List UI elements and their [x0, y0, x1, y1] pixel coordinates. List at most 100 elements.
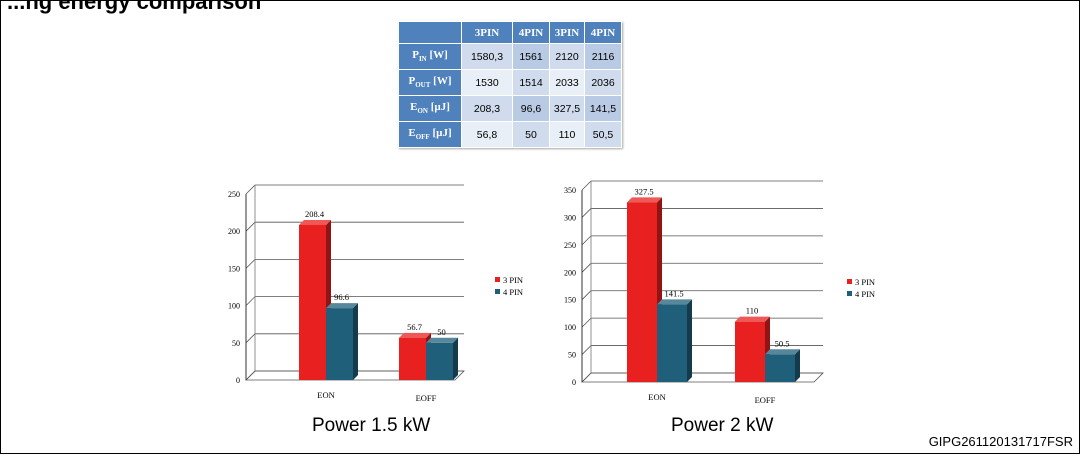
- x-category-label: EOFF: [416, 393, 437, 403]
- bar-side: [795, 349, 800, 382]
- legend-label: 3 PIN: [503, 275, 523, 285]
- table-header-row: 3PIN 4PIN 3PIN 4PIN: [398, 21, 622, 44]
- table-row: POUT [W] 1530 1514 2033 2036: [398, 69, 622, 96]
- page-title: ...ng energy comparison: [7, 0, 262, 14]
- table-corner-cell: [398, 21, 462, 44]
- table-row: EOFF [µJ] 56,8 50 110 50,5: [398, 121, 622, 148]
- gridline-side: [581, 317, 592, 328]
- y-tick-label: 300: [564, 213, 576, 222]
- bar-top: [735, 316, 770, 322]
- table-cell: 2116: [584, 43, 622, 70]
- gridline-side: [245, 184, 256, 195]
- table-row: EON [µJ] 208,3 96,6 327,5 141,5: [398, 95, 622, 122]
- bar: [627, 202, 657, 382]
- y-tick-label: 250: [564, 241, 576, 250]
- bar-top: [399, 332, 431, 338]
- bar-side: [687, 299, 692, 382]
- table-cell: 2036: [584, 69, 622, 96]
- gridline-side: [581, 290, 592, 300]
- bar-side: [353, 303, 358, 380]
- y-tick-label: 0: [572, 378, 576, 387]
- bar: [326, 308, 353, 380]
- y-tick-label: 200: [228, 227, 240, 236]
- gridline-side: [245, 259, 256, 269]
- legend-label: 3 PIN: [855, 277, 875, 287]
- data-label: 56.7: [407, 322, 422, 332]
- y-tick-label: 100: [564, 323, 576, 332]
- table-cell: 50,5: [584, 121, 622, 148]
- data-label: 110: [746, 306, 758, 316]
- gridline-side: [581, 208, 592, 218]
- bar-top: [326, 303, 358, 309]
- data-label: 327.5: [634, 186, 653, 196]
- legend-swatch: [847, 291, 852, 296]
- bar-chart-1: 0 50 100 150 200 250 208.4 96.6 EON 56.7 50 EOFF 3 P…: [228, 184, 523, 403]
- table-cell: 1530: [461, 69, 513, 96]
- bar-top: [299, 219, 331, 225]
- y-tick-label: 50: [568, 351, 576, 360]
- bar-top: [426, 337, 458, 343]
- x-category-label: EOFF: [755, 395, 776, 405]
- table-cell: 1514: [512, 69, 550, 96]
- row-header: EON [µJ]: [398, 95, 462, 122]
- bar: [426, 342, 453, 380]
- data-label: 208.4: [305, 209, 325, 219]
- table-cell: 96,6: [512, 95, 550, 122]
- y-tick-label: 0: [236, 376, 240, 385]
- column-header: 4PIN: [584, 21, 622, 44]
- bar-top: [627, 197, 662, 203]
- y-tick-label: 250: [228, 190, 240, 199]
- bar: [657, 304, 687, 382]
- bar-side: [453, 337, 458, 380]
- y-tick-label: 50: [232, 339, 240, 348]
- bar: [399, 337, 426, 380]
- table-cell: 2120: [549, 43, 585, 70]
- data-label: 96.6: [334, 292, 349, 302]
- table-cell: 1561: [512, 43, 550, 70]
- gridline-side: [581, 345, 592, 355]
- bar-chart-2: 0 50 100 150 200 250 300 350 327.5 141.5 EON 110 50.…: [564, 180, 875, 405]
- chart-caption-right: Power 2 kW: [671, 415, 774, 436]
- y-tick-label: 350: [564, 186, 576, 195]
- gridline-side: [581, 263, 592, 273]
- table-cell: 56,8: [461, 121, 513, 148]
- row-header: PIN [W]: [398, 43, 462, 70]
- y-tick-label: 100: [228, 302, 240, 311]
- table-row: PIN [W] 1580,3 1561 2120 2116: [398, 43, 622, 70]
- bar: [735, 321, 765, 382]
- data-label: 50.5: [775, 338, 790, 348]
- comparison-table: 3PIN 4PIN 3PIN 4PIN PIN [W] 1580,3 1561 …: [398, 21, 622, 148]
- figure-code: GIPG261120131717FSR: [928, 434, 1073, 449]
- gridline-side: [245, 333, 256, 344]
- table-cell: 141,5: [584, 95, 622, 122]
- y-tick-label: 150: [564, 296, 576, 305]
- legend-swatch: [495, 277, 500, 282]
- x-category-label: EON: [648, 392, 665, 402]
- row-header: POUT [W]: [398, 69, 462, 96]
- table-cell: 208,3: [461, 95, 513, 122]
- data-label: 141.5: [664, 288, 683, 298]
- x-category-label: EON: [317, 390, 334, 400]
- column-header: 4PIN: [512, 21, 550, 44]
- chart-caption-left: Power 1.5 kW: [312, 415, 431, 436]
- legend-label: 4 PIN: [855, 289, 875, 299]
- data-label: 50: [437, 327, 446, 337]
- bar: [765, 354, 795, 382]
- y-tick-label: 200: [564, 268, 576, 277]
- gridline-side: [581, 235, 592, 246]
- table-cell: 110: [549, 121, 585, 148]
- legend-swatch: [847, 279, 852, 284]
- column-header: 3PIN: [461, 21, 513, 44]
- y-tick-label: 150: [228, 264, 240, 273]
- bar-top: [765, 349, 800, 355]
- row-header: EOFF [µJ]: [398, 121, 462, 148]
- gridline-side: [581, 180, 592, 191]
- gridline-side: [245, 221, 256, 232]
- bar-top: [657, 299, 692, 305]
- floor: [245, 370, 465, 381]
- gridline-side: [245, 296, 256, 306]
- legend-swatch: [495, 289, 500, 294]
- bar: [299, 224, 326, 380]
